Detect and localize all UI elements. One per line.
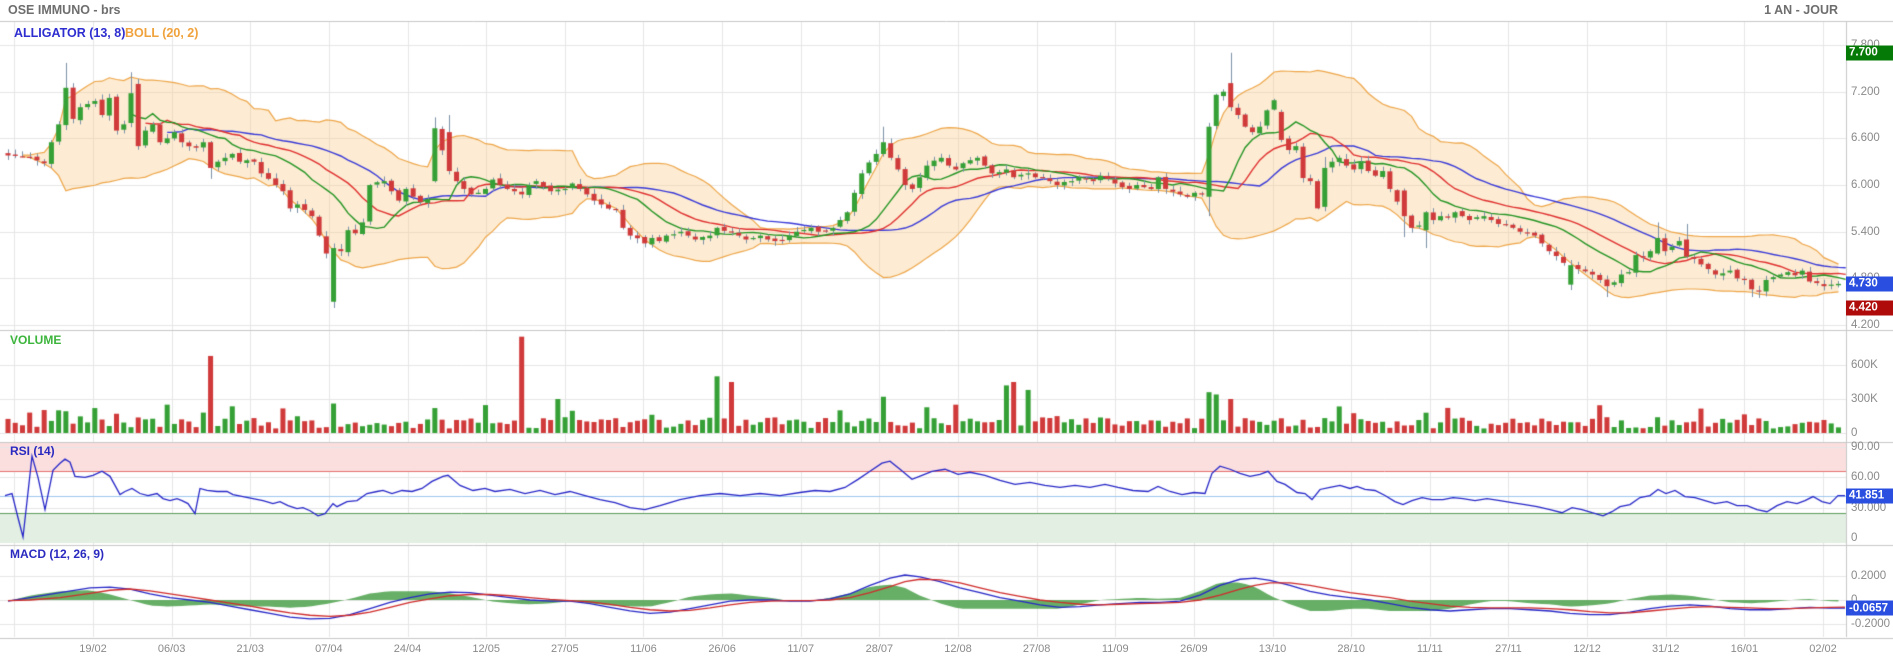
date-label: 26/09 [1180, 643, 1208, 655]
date-label: 11/07 [787, 643, 815, 655]
date-label: 12/12 [1573, 643, 1601, 655]
date-label: 11/06 [630, 643, 657, 655]
date-label: 06/03 [157, 643, 186, 655]
rsi-tick-label: 0 [1851, 532, 1858, 544]
date-label: 27/08 [1022, 643, 1051, 655]
price-tick-label: 6.000 [1851, 179, 1880, 192]
macd-tick-label: 0.2000 [1851, 569, 1887, 582]
date-label: 27/11 [1495, 643, 1522, 655]
volume-tick-label: 300K [1851, 393, 1878, 405]
date-label: 11/09 [1101, 643, 1129, 655]
macd-value-badge: -0.0657 [1846, 600, 1893, 616]
volume-tick-label: 0 [1851, 427, 1858, 439]
macd-panel-label[interactable]: MACD (12, 26, 9) [10, 547, 105, 561]
date-label: 11/11 [1416, 643, 1443, 655]
date-label: 19/02 [79, 643, 107, 655]
volume-panel-label[interactable]: VOLUME [10, 333, 62, 347]
date-label: 28/07 [865, 643, 894, 655]
period-label: 1 AN - JOUR [1764, 3, 1838, 17]
rsi-value-badge: 41.851 [1846, 488, 1893, 504]
boll-indicator-label[interactable]: BOLL (20, 2) [125, 26, 199, 40]
alligator-indicator-label[interactable]: ALLIGATOR (13, 8) [14, 26, 126, 40]
macd-tick-label: -0.2000 [1851, 618, 1891, 631]
date-label: 26/06 [708, 643, 736, 655]
date-label: 24/04 [393, 643, 422, 655]
price-tick-label: 4.200 [1851, 319, 1880, 332]
rsi-panel-label[interactable]: RSI (14) [10, 444, 55, 458]
rsi-tick-label: 60.00 [1851, 471, 1880, 484]
rsi-tick-label: 90.00 [1851, 441, 1880, 453]
date-label: 31/12 [1651, 643, 1680, 655]
date-label: 12/05 [472, 643, 500, 655]
date-label: 13/10 [1258, 643, 1287, 655]
price-badge-period-low: 4.420 [1846, 300, 1893, 316]
date-label: 07/04 [315, 643, 343, 655]
instrument-title: OSE IMMUNO - brs [8, 3, 121, 17]
rsi-tick-label: 30.000 [1851, 501, 1887, 514]
date-label: 02/02 [1809, 643, 1837, 655]
macd-tick-label: 0 [1851, 594, 1857, 606]
price-badge-period-high: 7.700 [1846, 45, 1893, 61]
price-tick-label: 5.400 [1851, 225, 1880, 238]
date-label: 21/03 [236, 643, 265, 655]
date-label: 28/10 [1337, 643, 1365, 655]
date-label: 12/08 [944, 643, 972, 655]
date-label: 27/05 [551, 643, 579, 655]
date-label: 16/01 [1730, 643, 1759, 655]
price-tick-label: 7.200 [1851, 85, 1880, 98]
price-tick-label: 6.600 [1851, 132, 1880, 145]
price-badge-last-price: 4.730 [1846, 276, 1893, 292]
volume-tick-label: 600K [1851, 359, 1878, 371]
